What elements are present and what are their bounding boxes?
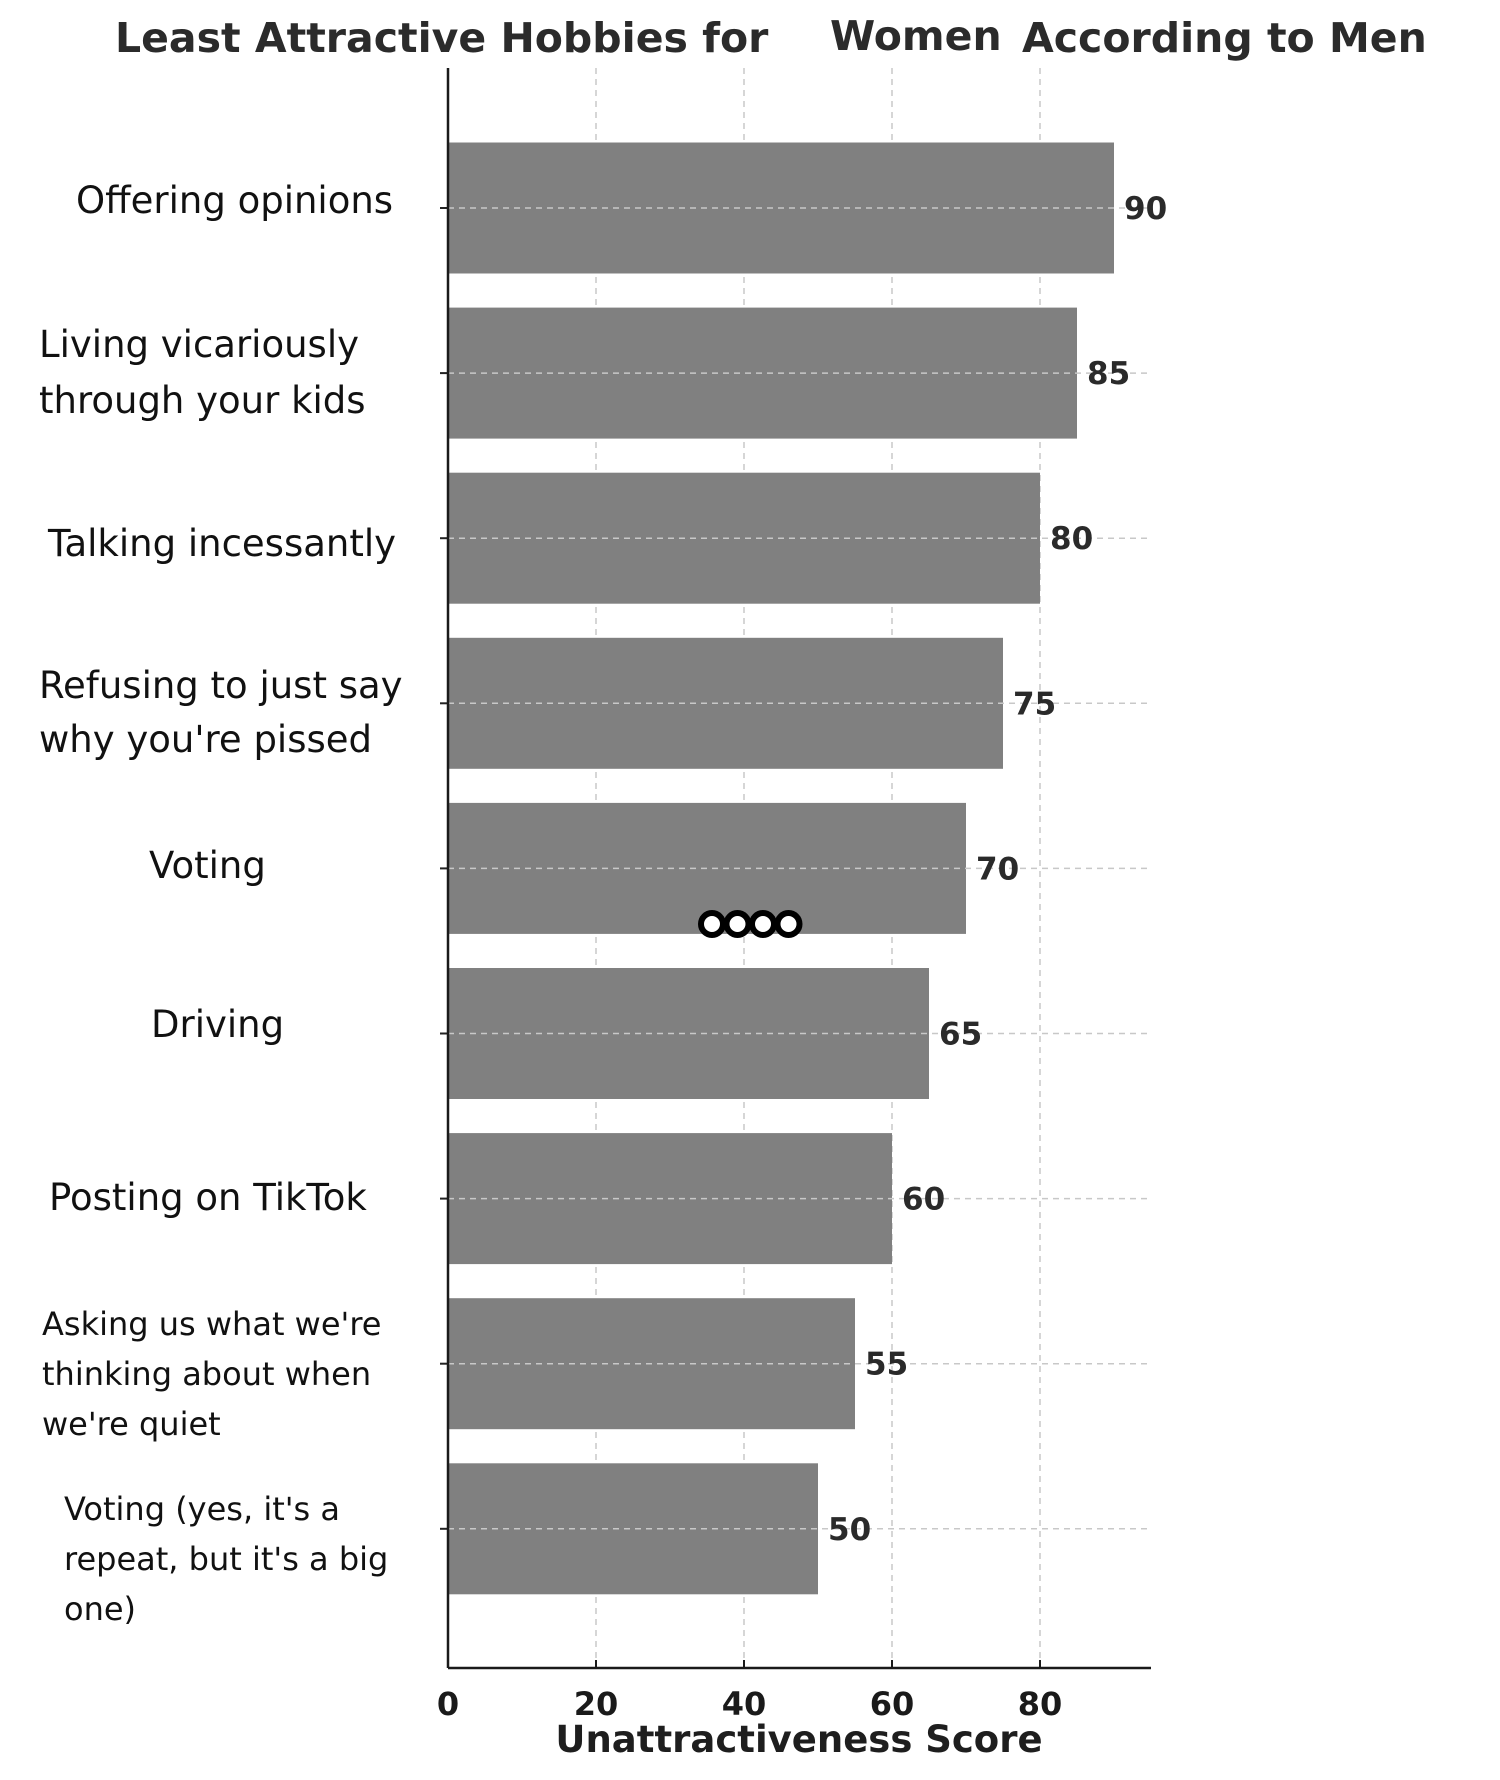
value-label: 85 [1087,356,1130,392]
axes [446,68,1151,1670]
chart-title-part-3: According to Men [1022,14,1427,62]
value-labels: 90 85 80 75 70 65 60 55 50 [828,191,1167,1548]
value-label: 65 [939,1017,982,1053]
x-tick-label: 20 [574,1685,619,1723]
category-label: we're quiet [42,1405,221,1443]
category-label: repeat, but it's a big [64,1540,388,1578]
chart-title: Least Attractive Hobbies for Women Accor… [115,12,1427,62]
value-label: 55 [865,1347,908,1383]
category-label: Voting [149,844,266,887]
bar-center-gridlines [440,207,1151,1530]
chart-title-part-2: Women [830,12,1002,60]
category-label: Voting (yes, it's a [64,1490,340,1528]
category-labels: Offering opinions Living vicariously throu… [39,179,403,1628]
category-label: Living vicariously [39,323,359,366]
value-label: 75 [1013,686,1056,722]
x-axis-label: Unattractiveness Score [555,1718,1042,1761]
ring [698,910,726,938]
category-label: Refusing to just say [39,664,403,707]
value-label: 90 [1124,191,1167,227]
category-label: Posting on TikTok [49,1176,367,1219]
value-label: 60 [902,1182,945,1218]
category-label: thinking about when [42,1355,371,1393]
ring [723,910,752,938]
category-label: Driving [151,1003,284,1046]
value-label: 50 [828,1512,871,1548]
x-tick-label: 0 [437,1685,459,1723]
bar [448,307,1077,439]
x-tick-label: 80 [1018,1685,1063,1723]
category-label: one) [64,1590,136,1628]
category-label: through your kids [39,379,366,422]
category-label: Asking us what we're [42,1305,381,1343]
x-tick-label: 40 [722,1685,767,1723]
value-label: 70 [976,851,1019,887]
ring [774,910,803,938]
x-tick-labels: 0 20 40 60 80 [437,1660,1062,1723]
ring [749,910,777,938]
x-tick-label: 60 [870,1685,915,1723]
value-label: 80 [1050,521,1093,557]
chart-title-part-1: Least Attractive Hobbies for [115,14,769,62]
bar [448,472,1040,604]
category-label: Offering opinions [76,179,393,222]
rings-annotation [698,910,803,938]
category-label: why you're pissed [39,718,372,761]
category-label: Talking incessantly [47,522,396,565]
